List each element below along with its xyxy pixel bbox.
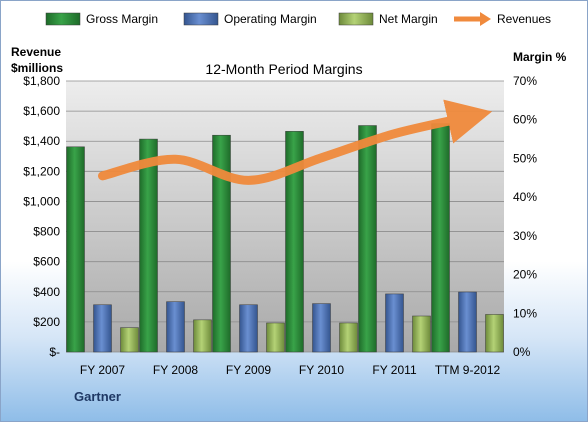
left-tick-label: $400 <box>33 285 60 299</box>
right-tick-label: 30% <box>513 229 537 243</box>
left-tick-label: $600 <box>33 255 60 269</box>
legend-label: Net Margin <box>379 12 438 26</box>
bar-operating-margin <box>166 301 185 353</box>
bar-net-margin <box>193 319 212 353</box>
gridlines <box>66 80 504 353</box>
right-tick-label: 0% <box>513 345 531 359</box>
left-tick-label: $1,800 <box>23 74 60 88</box>
right-tick-label: 60% <box>513 113 537 127</box>
legend-swatch <box>338 12 374 26</box>
company-name: Gartner <box>74 389 121 404</box>
bar-gross-margin <box>358 125 377 353</box>
legend-label: Gross Margin <box>86 12 158 26</box>
left-tick-label: $1,200 <box>23 164 60 178</box>
bar-series <box>66 123 504 353</box>
bar-operating-margin <box>239 304 258 353</box>
bar-gross-margin <box>285 131 304 353</box>
right-axis-ticks: 0% 10% 20% 30% 40% 50% 60% 70% <box>513 74 537 359</box>
right-tick-label: 70% <box>513 74 537 88</box>
left-tick-label: $1,600 <box>23 104 60 118</box>
bar-net-margin <box>485 314 504 353</box>
bar-operating-margin <box>312 303 331 353</box>
legend-label: Revenues <box>497 12 551 26</box>
legend-label: Operating Margin <box>224 12 317 26</box>
left-tick-label: $- <box>49 345 60 359</box>
right-axis-label: Margin % <box>513 50 567 64</box>
right-tick-label: 40% <box>513 190 537 204</box>
legend-swatch <box>45 12 81 26</box>
bar-net-margin <box>120 327 139 353</box>
left-axis-label-line2: $millions <box>11 61 63 75</box>
x-tick-label: FY 2008 <box>153 363 198 377</box>
legend: Gross Margin Operating Margin Net Margin Re… <box>45 12 551 26</box>
bar-operating-margin <box>93 304 112 353</box>
x-axis-ticks: FY 2007 FY 2008 FY 2009 FY 2010 FY 2011 TTM 9… <box>80 363 501 377</box>
bar-net-margin <box>266 322 285 353</box>
bar-operating-margin <box>385 293 404 353</box>
left-tick-label: $1,400 <box>23 134 60 148</box>
revenue-line-path <box>98 99 493 185</box>
legend-swatch <box>183 12 219 26</box>
right-tick-label: 50% <box>513 151 537 165</box>
x-tick-label: FY 2010 <box>299 363 344 377</box>
right-tick-label: 20% <box>513 268 537 282</box>
bar-operating-margin <box>458 291 477 353</box>
x-tick-label: TTM 9-2012 <box>435 363 501 377</box>
x-tick-label: FY 2011 <box>372 363 417 377</box>
bar-gross-margin <box>139 138 158 353</box>
x-tick-label: FY 2009 <box>226 363 271 377</box>
left-tick-label: $1,000 <box>23 194 60 208</box>
revenue-line-series <box>98 99 493 185</box>
left-axis-label-line1: Revenue <box>11 45 61 59</box>
left-tick-label: $800 <box>33 225 60 239</box>
right-tick-label: 10% <box>513 306 537 320</box>
bar-gross-margin <box>212 134 231 353</box>
legend-swatch-arrow <box>480 12 491 26</box>
bar-net-margin <box>339 322 358 353</box>
bar-gross-margin <box>431 123 450 353</box>
x-tick-label: FY 2007 <box>80 363 125 377</box>
left-axis-ticks: $- $200 $400 $600 $800 $1,000 $1,200 $1,400 $1,6… <box>23 74 60 359</box>
chart-title: 12-Month Period Margins <box>205 61 362 77</box>
bar-net-margin <box>412 315 431 353</box>
bar-gross-margin <box>66 146 85 353</box>
left-tick-label: $200 <box>33 315 60 329</box>
